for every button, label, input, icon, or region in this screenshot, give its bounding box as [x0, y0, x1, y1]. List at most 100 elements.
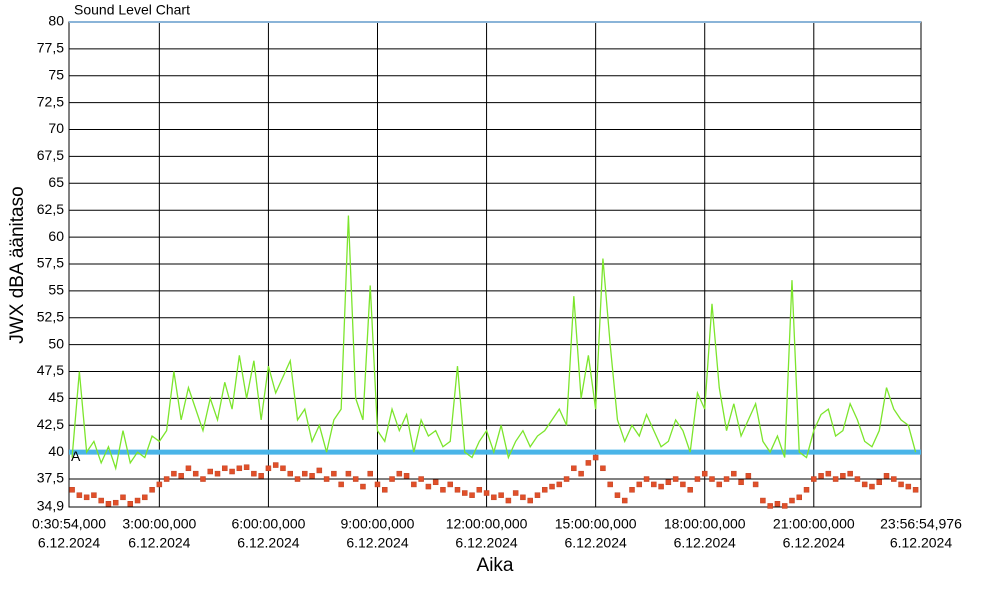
data-point [389, 476, 395, 482]
data-point [462, 490, 468, 496]
data-point [229, 468, 235, 475]
data-point [527, 497, 533, 504]
data-point [243, 464, 250, 470]
data-point [236, 465, 243, 472]
x-axis-label: Aika [477, 555, 514, 576]
data-point [76, 492, 83, 498]
data-point [258, 473, 264, 479]
data-point [876, 479, 882, 486]
data-point [309, 473, 315, 479]
data-point [505, 497, 512, 504]
data-point [912, 487, 919, 493]
data-point [214, 470, 221, 477]
data-point [563, 476, 570, 482]
y-tick-label: 47,5 [37, 362, 64, 378]
data-point [869, 483, 875, 490]
data-point [781, 503, 788, 509]
data-point [883, 473, 890, 479]
data-point [316, 467, 323, 474]
data-point [185, 465, 192, 472]
x-tick-label: 0:30:54,000 [32, 516, 106, 532]
data-point [738, 479, 744, 486]
data-point [701, 470, 708, 477]
data-point [425, 483, 432, 490]
y-axis-label: JWX dBA äänitaso [7, 186, 28, 343]
data-point [512, 490, 519, 496]
data-point [752, 481, 759, 488]
data-point [556, 481, 563, 488]
x-tick-label: 18:00:00,000 [664, 516, 746, 532]
data-line [71, 215, 917, 471]
data-point [687, 487, 693, 493]
data-point [207, 468, 214, 475]
y-tick-label: 72,5 [37, 93, 64, 109]
data-point [803, 487, 810, 493]
y-tick-label: 60 [48, 228, 64, 244]
data-point [265, 465, 272, 472]
data-point [483, 490, 490, 496]
data-point [534, 492, 541, 498]
data-point [396, 470, 403, 477]
data-point [818, 473, 824, 479]
data-point [280, 465, 286, 472]
data-point [127, 501, 134, 507]
data-point [672, 476, 679, 482]
data-point [665, 479, 672, 486]
data-point [585, 460, 592, 466]
x-tick-label: 15:00:00,000 [555, 516, 637, 532]
data-point [760, 497, 766, 504]
data-point [621, 497, 628, 504]
y-tick-label: 70 [48, 120, 64, 136]
data-point [352, 476, 359, 482]
data-point [491, 494, 497, 501]
data-point [156, 481, 163, 488]
x-tick-label: 6:00:00,000 [231, 516, 305, 532]
y-tick-label: 65 [48, 174, 64, 190]
x-tick-date: 6.12.2024 [346, 535, 408, 551]
data-point [98, 497, 104, 504]
chart-title: Sound Level Chart [74, 2, 190, 18]
y-tick-label: 40 [48, 443, 64, 459]
data-point [774, 501, 781, 507]
data-point [614, 492, 621, 498]
data-point [432, 479, 439, 486]
data-point [731, 470, 737, 477]
data-point [454, 487, 461, 493]
data-point [367, 470, 373, 477]
data-point [825, 470, 832, 477]
data-point [83, 494, 90, 501]
data-point [498, 492, 504, 498]
data-point [120, 494, 126, 501]
data-point [272, 462, 279, 468]
data-point [338, 481, 344, 488]
y-tick-label: 42,5 [37, 416, 64, 432]
x-tick-label: 12:00:00,000 [446, 516, 528, 532]
data-point [607, 481, 613, 488]
data-point [192, 470, 199, 477]
data-point [709, 476, 715, 482]
threshold-label: A [71, 448, 81, 464]
data-point [578, 470, 584, 477]
data-point [178, 473, 184, 479]
data-point [134, 497, 141, 504]
x-tick-date: 6.12.2024 [38, 535, 100, 551]
data-point [592, 454, 599, 461]
data-point [549, 483, 555, 490]
x-tick-label: 21:00:00,000 [773, 516, 855, 532]
x-tick-date: 6.12.2024 [783, 535, 845, 551]
data-point [476, 487, 483, 493]
y-tick-label: 34,9 [37, 498, 64, 514]
data-point [105, 501, 112, 507]
data-point [222, 465, 228, 472]
data-point [723, 476, 730, 482]
data-point [716, 481, 723, 488]
data-point [811, 476, 817, 482]
data-point [360, 483, 366, 490]
y-tick-label: 55 [48, 282, 64, 298]
data-point [898, 481, 904, 488]
data-point [440, 487, 446, 493]
data-point [323, 476, 330, 482]
y-tick-label: 80 [48, 13, 64, 29]
x-tick-date: 6.12.2024 [564, 535, 626, 551]
